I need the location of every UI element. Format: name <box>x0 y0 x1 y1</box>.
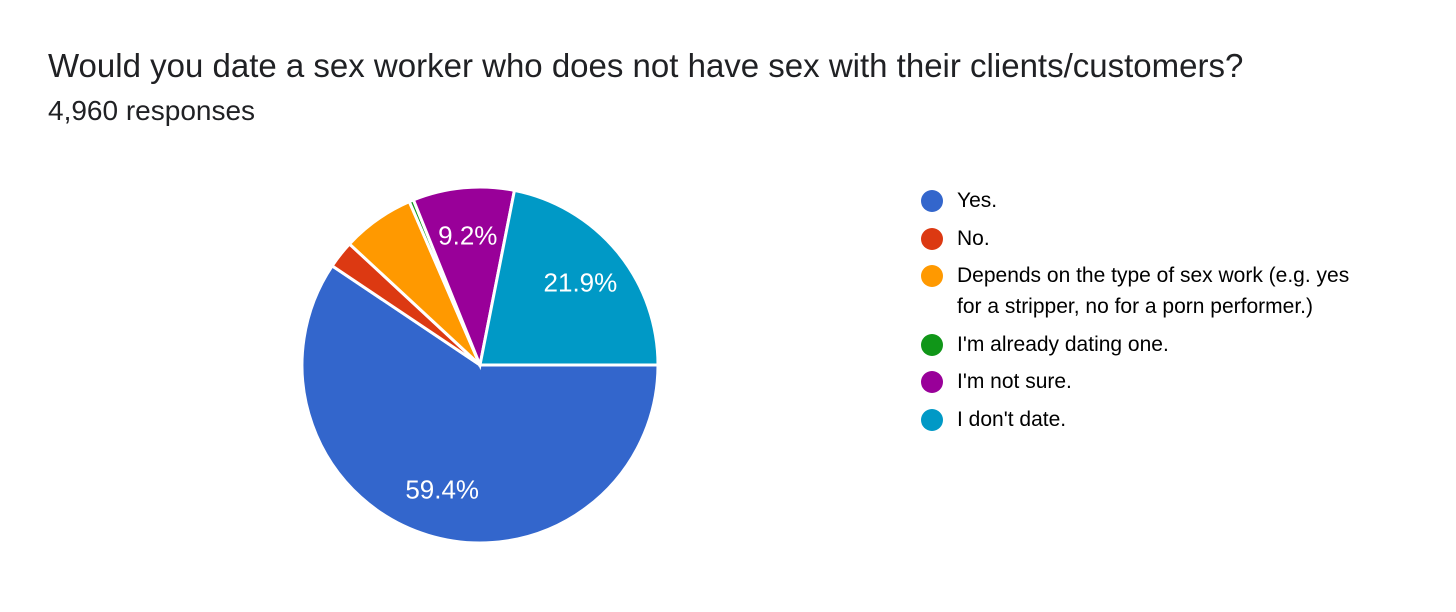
legend-color-dot <box>921 227 943 250</box>
legend-item-label: Depends on the type of sex work (e.g. ye… <box>957 264 1350 318</box>
pie-slice-not-sure[interactable] <box>411 185 517 371</box>
legend-color-dot <box>921 265 943 287</box>
legend-color-dot <box>921 333 943 356</box>
legend-item-depends: Depends on the type of sex work (e.g. ye… <box>921 260 1371 322</box>
pie-slice-label: 9.2% <box>438 221 497 251</box>
pie-slice-label: 21.9% <box>544 268 618 298</box>
pie-slice-yes[interactable] <box>300 263 660 545</box>
legend-item-label: I'm already dating one. <box>957 332 1169 356</box>
legend-item-yes: Yes. <box>921 185 1371 216</box>
legend-item-no: No. <box>921 223 1371 254</box>
pie-svg: 59.4% 9.2% 21.9% <box>300 185 660 545</box>
legend-color-dot <box>921 371 943 393</box>
legend-item-label: I don't date. <box>957 407 1067 431</box>
legend-item-label: No. <box>957 226 990 250</box>
responses-count: 4,960 responses <box>48 95 256 126</box>
pie-slice-dont-date[interactable] <box>478 188 660 367</box>
pie-chart: 59.4% 9.2% 21.9% <box>300 185 660 545</box>
legend-item-not-sure: I'm not sure. <box>921 366 1371 397</box>
legend-color-dot <box>921 190 943 212</box>
legend-item-label: I'm not sure. <box>957 370 1072 393</box>
legend-item-dont-date: I don't date. <box>921 404 1371 435</box>
pie-slice-label: 59.4% <box>405 474 479 504</box>
legend: Yes. No. Depends on the type of sex work (… <box>921 185 1371 441</box>
legend-item-already-dating: I'm already dating one. <box>921 329 1371 360</box>
legend-item-label: Yes. <box>957 189 998 212</box>
chart-title: Would you date a sex worker who does not… <box>48 47 1244 84</box>
legend-color-dot <box>921 408 943 431</box>
